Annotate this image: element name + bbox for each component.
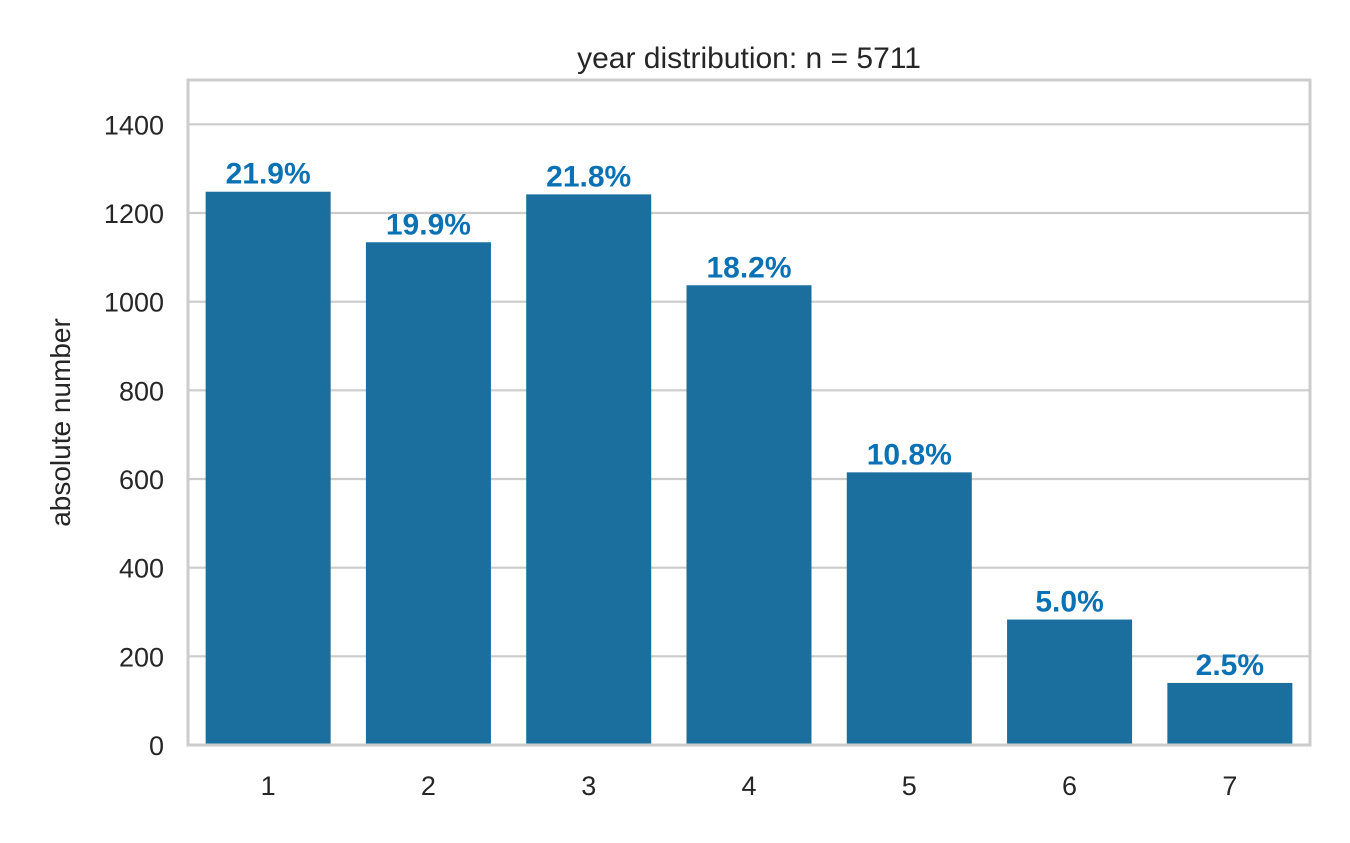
bars (205, 191, 1293, 746)
data-label: 18.2% (706, 251, 791, 284)
data-label: 21.8% (546, 160, 631, 193)
bar-2 (365, 242, 491, 745)
y-tick-label: 200 (119, 642, 164, 672)
data-label: 19.9% (386, 208, 471, 241)
x-tick-label: 5 (902, 771, 917, 801)
data-labels: 21.9% 19.9% 21.8% 18.2% 10.8% 5.0% 2.5% (226, 158, 1264, 682)
x-tick-label: 3 (581, 771, 596, 801)
x-tick-labels: 1 2 3 4 5 6 7 (261, 771, 1238, 801)
x-tick-label: 4 (741, 771, 756, 801)
chart-title: year distribution: n = 5711 (577, 42, 921, 75)
y-tick-label: 600 (119, 465, 164, 495)
y-tick-label: 400 (119, 554, 164, 584)
bar-1 (205, 191, 331, 746)
y-tick-labels: 0 200 400 600 800 1000 1200 1400 (104, 110, 164, 761)
y-tick-label: 1400 (104, 110, 164, 140)
y-tick-label: 1200 (104, 199, 164, 229)
bar-6 (1007, 619, 1133, 745)
bar-7 (1167, 682, 1293, 745)
data-label: 10.8% (867, 438, 952, 471)
x-tick-label: 7 (1222, 771, 1237, 801)
data-label: 21.9% (226, 158, 311, 191)
x-tick-label: 6 (1062, 771, 1077, 801)
x-tick-label: 1 (261, 771, 276, 801)
bar-4 (686, 285, 812, 745)
y-tick-label: 800 (119, 376, 164, 406)
x-tick-label: 2 (421, 771, 436, 801)
bar-3 (526, 194, 652, 745)
data-label: 5.0% (1035, 586, 1103, 619)
data-label: 2.5% (1196, 649, 1264, 682)
y-tick-label: 0 (149, 731, 164, 761)
y-tick-label: 1000 (104, 288, 164, 318)
y-axis-label: absolute number (45, 318, 76, 527)
bar-5 (846, 472, 972, 745)
plot-frame (186, 78, 1312, 747)
